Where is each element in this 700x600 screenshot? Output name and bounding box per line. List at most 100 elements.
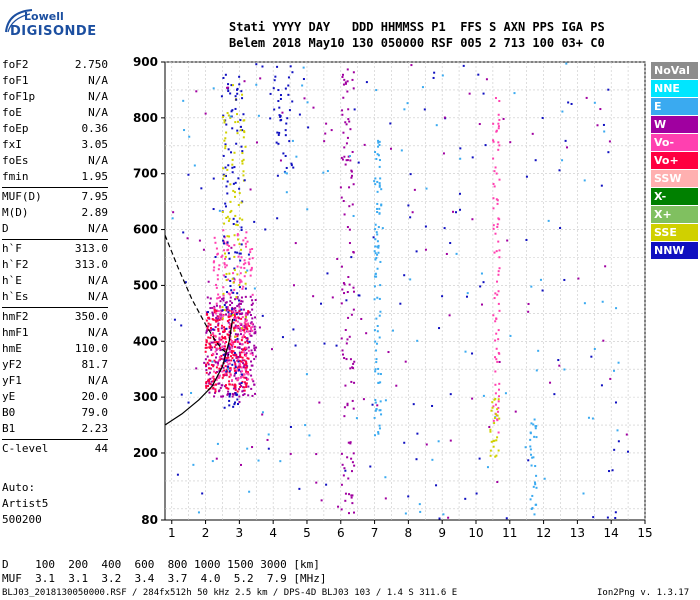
echo-point bbox=[226, 333, 229, 336]
echo-point bbox=[424, 248, 427, 251]
echo-point bbox=[229, 374, 232, 377]
echo-point bbox=[224, 328, 227, 331]
echo-point bbox=[218, 316, 221, 319]
echo-point bbox=[616, 429, 619, 432]
echo-point bbox=[238, 368, 241, 371]
echo-point bbox=[243, 331, 246, 334]
echo-point bbox=[240, 226, 243, 229]
param-value: 79.0 bbox=[81, 406, 109, 419]
param-name: h`Es bbox=[2, 290, 29, 303]
echo-point bbox=[229, 300, 232, 303]
echo-point bbox=[226, 86, 229, 89]
echo-point bbox=[226, 353, 229, 356]
echo-point bbox=[224, 202, 227, 205]
echo-point bbox=[497, 449, 500, 452]
echo-point bbox=[213, 328, 216, 331]
echo-point bbox=[471, 156, 474, 159]
echo-point bbox=[497, 141, 500, 144]
echo-point bbox=[225, 313, 228, 316]
param-value: 20.0 bbox=[81, 390, 109, 403]
echo-point bbox=[497, 388, 500, 391]
x-tick-label: 2 bbox=[202, 526, 210, 540]
echo-point bbox=[230, 291, 233, 294]
echo-point bbox=[375, 275, 378, 278]
echo-point bbox=[212, 87, 215, 90]
echo-point bbox=[246, 371, 249, 374]
echo-point bbox=[372, 236, 375, 239]
echo-point bbox=[529, 438, 532, 441]
echo-point bbox=[608, 140, 611, 143]
echo-point bbox=[218, 374, 221, 377]
echo-point bbox=[348, 335, 351, 338]
echo-point bbox=[336, 257, 339, 260]
echo-point bbox=[527, 459, 530, 462]
echo-point bbox=[238, 310, 241, 313]
echo-point bbox=[234, 324, 237, 327]
echo-point bbox=[223, 262, 226, 265]
echo-point bbox=[242, 389, 245, 392]
echo-point bbox=[378, 165, 381, 168]
echo-point bbox=[214, 334, 217, 337]
echo-point bbox=[583, 302, 586, 305]
echo-point bbox=[236, 378, 239, 381]
echo-point bbox=[608, 470, 611, 473]
echo-point bbox=[478, 457, 481, 460]
echo-point bbox=[534, 483, 537, 486]
echo-point bbox=[346, 80, 349, 83]
echo-point bbox=[323, 140, 326, 143]
echo-point bbox=[350, 380, 353, 383]
echo-point bbox=[342, 353, 345, 356]
echo-point bbox=[346, 404, 349, 407]
echo-point bbox=[348, 155, 351, 158]
echo-point bbox=[223, 235, 226, 238]
echo-point bbox=[255, 141, 258, 144]
echo-point bbox=[347, 276, 350, 279]
echo-point bbox=[222, 177, 225, 180]
echo-point bbox=[261, 314, 264, 317]
echo-point bbox=[535, 436, 538, 439]
echo-point bbox=[352, 286, 355, 289]
echo-point bbox=[224, 144, 227, 147]
echo-point bbox=[537, 349, 540, 352]
echo-point bbox=[211, 352, 214, 355]
param-separator bbox=[2, 187, 108, 188]
echo-point bbox=[432, 76, 435, 79]
echo-point bbox=[245, 372, 248, 375]
echo-point bbox=[218, 318, 221, 321]
echo-point bbox=[378, 182, 381, 185]
echo-point bbox=[233, 307, 236, 310]
param-value: 313.0 bbox=[74, 258, 108, 271]
echo-point bbox=[238, 306, 241, 309]
echo-point bbox=[239, 322, 242, 325]
echo-point bbox=[613, 369, 616, 372]
echo-point bbox=[251, 322, 254, 325]
echo-point bbox=[376, 330, 379, 333]
echo-point bbox=[217, 382, 220, 385]
legend-item-nnw: NNW bbox=[651, 242, 698, 259]
echo-point bbox=[236, 390, 239, 393]
echo-point bbox=[242, 386, 245, 389]
echo-point bbox=[250, 328, 253, 331]
echo-point bbox=[206, 296, 209, 299]
echo-point bbox=[228, 293, 231, 296]
echo-point bbox=[226, 320, 229, 323]
echo-point bbox=[225, 371, 228, 374]
echo-point bbox=[600, 384, 603, 387]
param-value: 110.0 bbox=[74, 342, 108, 355]
echo-point bbox=[494, 383, 497, 386]
echo-point bbox=[231, 341, 234, 344]
param-value: 313.0 bbox=[74, 242, 108, 255]
echo-point bbox=[375, 231, 378, 234]
param-value: 0.36 bbox=[81, 122, 109, 135]
echo-point bbox=[272, 87, 275, 90]
param-value: 2.750 bbox=[74, 58, 108, 71]
echo-point bbox=[413, 188, 416, 191]
echo-point bbox=[238, 284, 241, 287]
echo-direction-legend: NoVal NNE E W Vo- Vo+ SSW X- X+ SSE NNW bbox=[651, 62, 698, 260]
digisonde-logo: Lowell DIGISONDE bbox=[4, 8, 96, 42]
echo-point bbox=[182, 99, 185, 102]
echo-point bbox=[244, 282, 247, 285]
echo-point bbox=[352, 71, 355, 74]
echo-point bbox=[335, 344, 338, 347]
echo-point bbox=[235, 296, 238, 299]
